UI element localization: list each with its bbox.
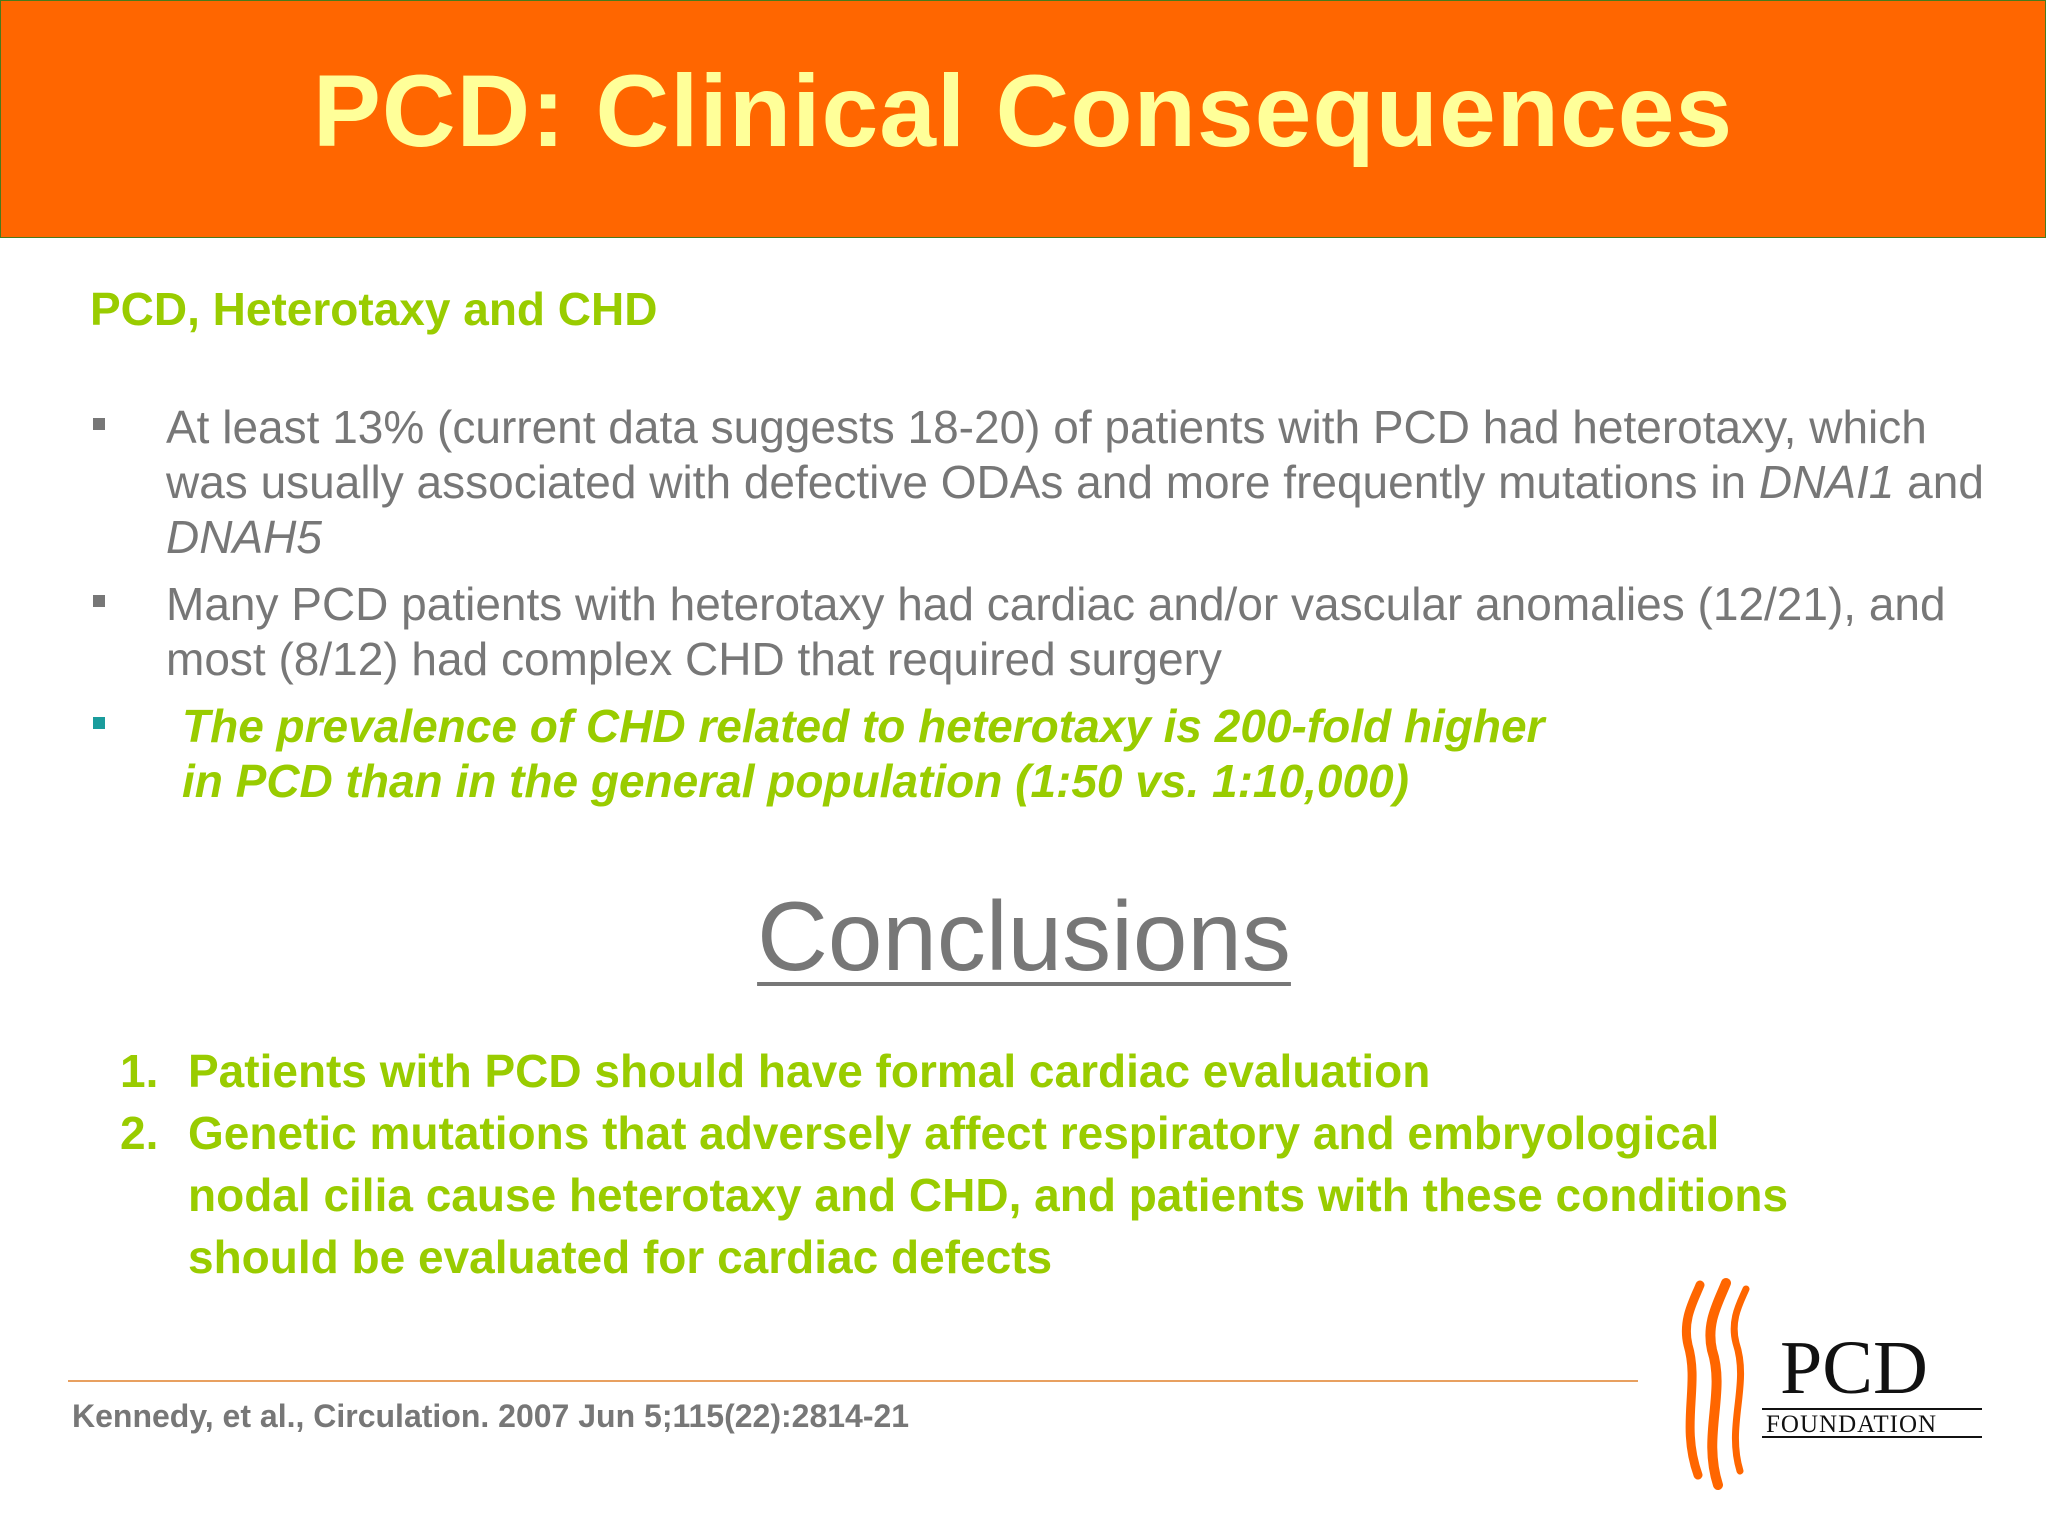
bullet-text: The prevalence of CHD related to heterot…: [182, 700, 1545, 752]
conclusion-number: 1.: [120, 1045, 159, 1097]
cilia-icon: [1681, 1278, 1750, 1490]
conclusion-number: 2.: [120, 1107, 159, 1159]
bullet-item: Many PCD patients with heterotaxy had ca…: [90, 577, 2010, 687]
bullet-text: in PCD than in the general population (1…: [182, 755, 1409, 807]
gene-name: DNAI1: [1758, 456, 1895, 508]
slide-title: PCD: Clinical Consequences: [312, 54, 1734, 168]
bullet-square-icon: [93, 717, 105, 729]
logo-name: PCD: [1780, 1326, 1928, 1410]
conclusion-item: 2. Genetic mutations that adversely affe…: [120, 1102, 1820, 1288]
bullet-item: At least 13% (current data suggests 18-2…: [90, 400, 2010, 565]
section-subtitle: PCD, Heterotaxy and CHD: [90, 283, 658, 335]
conclusions-list: 1. Patients with PCD should have formal …: [120, 1040, 1820, 1288]
logo-subtitle: FOUNDATION: [1766, 1411, 1937, 1438]
bullet-square-icon: [93, 595, 105, 607]
conclusions-heading: Conclusions: [757, 881, 1291, 991]
pcd-foundation-logo: PCD FOUNDATION: [1681, 1278, 1982, 1490]
bullet-item-highlight: The prevalence of CHD related to heterot…: [90, 699, 2010, 809]
bullet-text: and: [1894, 456, 1984, 508]
conclusion-item: 1. Patients with PCD should have formal …: [120, 1040, 1820, 1102]
title-banner: PCD: Clinical Consequences: [0, 0, 2046, 238]
bullet-list: At least 13% (current data suggests 18-2…: [90, 400, 2010, 821]
bullet-text: Many PCD patients with heterotaxy had ca…: [166, 578, 1946, 685]
citation: Kennedy, et al., Circulation. 2007 Jun 5…: [72, 1398, 910, 1434]
gene-name: DNAH5: [166, 511, 322, 563]
footer-divider: [68, 1380, 1638, 1382]
bullet-text: At least 13% (current data suggests 18-2…: [166, 401, 1927, 508]
conclusion-text: Patients with PCD should have formal car…: [188, 1045, 1431, 1097]
conclusion-text: Genetic mutations that adversely affect …: [188, 1107, 1789, 1283]
bullet-square-icon: [93, 418, 105, 430]
